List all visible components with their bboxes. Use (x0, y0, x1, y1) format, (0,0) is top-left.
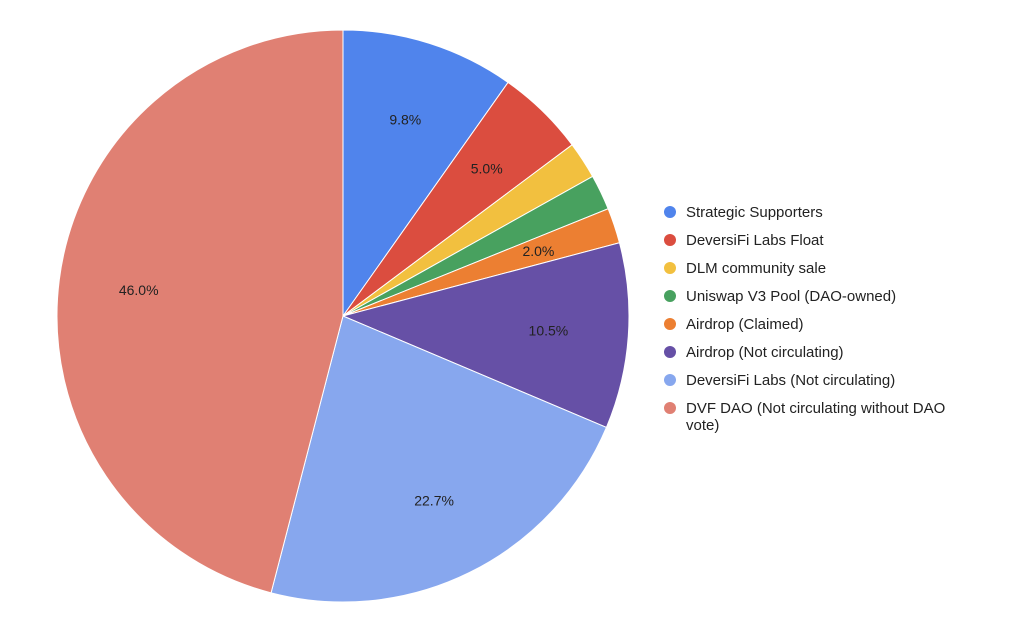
legend-item-uniswap-v3-pool-dao-owned: Uniswap V3 Pool (DAO-owned) (664, 288, 896, 305)
legend-swatch (664, 318, 676, 330)
legend-swatch (664, 206, 676, 218)
legend-label: DVF DAO (Not circulating without DAO vote… (686, 400, 945, 434)
slice-label-deversifi-labs-float: 5.0% (471, 161, 503, 177)
legend-label: Airdrop (Claimed) (686, 316, 804, 333)
legend-label: Strategic Supporters (686, 204, 823, 221)
legend-swatch (664, 346, 676, 358)
legend-swatch (664, 290, 676, 302)
pie-slice-airdrop-not-circulating (341, 242, 630, 429)
pie-slice-dvf-dao-not-circulating-without-dao-vote (56, 29, 344, 594)
legend-swatch (664, 234, 676, 246)
legend-item-airdrop-claimed: Airdrop (Claimed) (664, 316, 804, 333)
legend-item-airdrop-not-circulating: Airdrop (Not circulating) (664, 344, 844, 361)
slice-label-airdrop-claimed: 2.0% (522, 243, 554, 259)
pie-slices (56, 29, 630, 603)
legend-item-strategic-supporters: Strategic Supporters (664, 204, 823, 221)
legend-label: DeversiFi Labs (Not circulating) (686, 372, 895, 389)
legend-label: Uniswap V3 Pool (DAO-owned) (686, 288, 896, 305)
legend: Strategic Supporters DeversiFi Labs Float… (664, 204, 945, 434)
pie-slice-deversifi-labs-not-circulating (270, 315, 608, 603)
legend-label: DeversiFi Labs Float (686, 232, 824, 249)
pie-slice-strategic-supporters (342, 29, 509, 318)
slice-label-strategic-supporters: 9.8% (389, 112, 421, 128)
legend-swatch (664, 374, 676, 386)
legend-item-dvf-dao-not-circulating-without-dao-vote: DVF DAO (Not circulating without DAO vote… (664, 400, 945, 434)
legend-item-deversifi-labs-float: DeversiFi Labs Float (664, 232, 824, 249)
legend-swatch (664, 402, 676, 414)
legend-swatch (664, 262, 676, 274)
slice-label-airdrop-not-circulating: 10.5% (529, 323, 569, 339)
slice-label-deversifi-labs-not-circulating: 22.7% (414, 493, 454, 509)
legend-item-deversifi-labs-not-circulating: DeversiFi Labs (Not circulating) (664, 372, 895, 389)
pie-slice-labels: 9.8% 5.0% 2.0% 10.5% 22.7% 46.0% (119, 112, 568, 509)
legend-item-dlm-community-sale: DLM community sale (664, 260, 826, 277)
legend-label: Airdrop (Not circulating) (686, 344, 844, 361)
legend-label: DLM community sale (686, 260, 826, 277)
slice-label-dvf-dao-not-circulating-without-dao-vote: 46.0% (119, 282, 159, 298)
